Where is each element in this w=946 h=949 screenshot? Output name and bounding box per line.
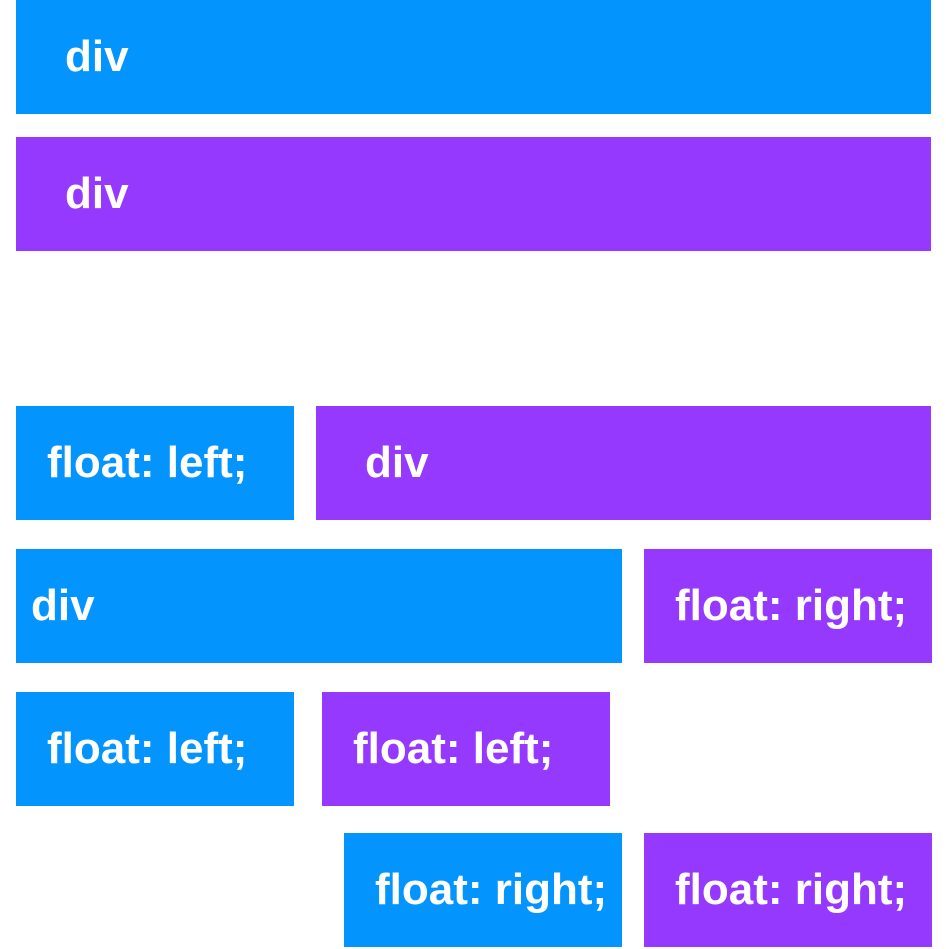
- float-right-box: float: right;: [644, 549, 932, 663]
- float-right-label-1: float: right;: [375, 865, 608, 914]
- float-right-box-1: float: right;: [344, 833, 622, 947]
- float-left-label-1: float: left;: [47, 724, 248, 773]
- float-left-box: float: left;: [16, 406, 294, 520]
- float-left-label: float: left;: [47, 438, 248, 487]
- float-left-box-2: float: left;: [322, 692, 610, 806]
- block-div-blue-label: div: [65, 32, 129, 81]
- float-right-box-2: float: right;: [644, 833, 932, 947]
- block-div-purple: div: [16, 137, 931, 251]
- div-beside-float-right: div: [16, 549, 622, 663]
- float-left-label-2: float: left;: [353, 724, 554, 773]
- block-div-purple-label: div: [65, 169, 129, 218]
- div-beside-float-left-label: div: [365, 438, 429, 487]
- div-beside-float-left: div: [316, 406, 931, 520]
- block-div-blue: div: [16, 0, 931, 114]
- div-beside-float-right-label: div: [31, 581, 95, 630]
- float-left-box-1: float: left;: [16, 692, 294, 806]
- float-right-label-2: float: right;: [675, 865, 908, 914]
- float-right-label: float: right;: [675, 581, 908, 630]
